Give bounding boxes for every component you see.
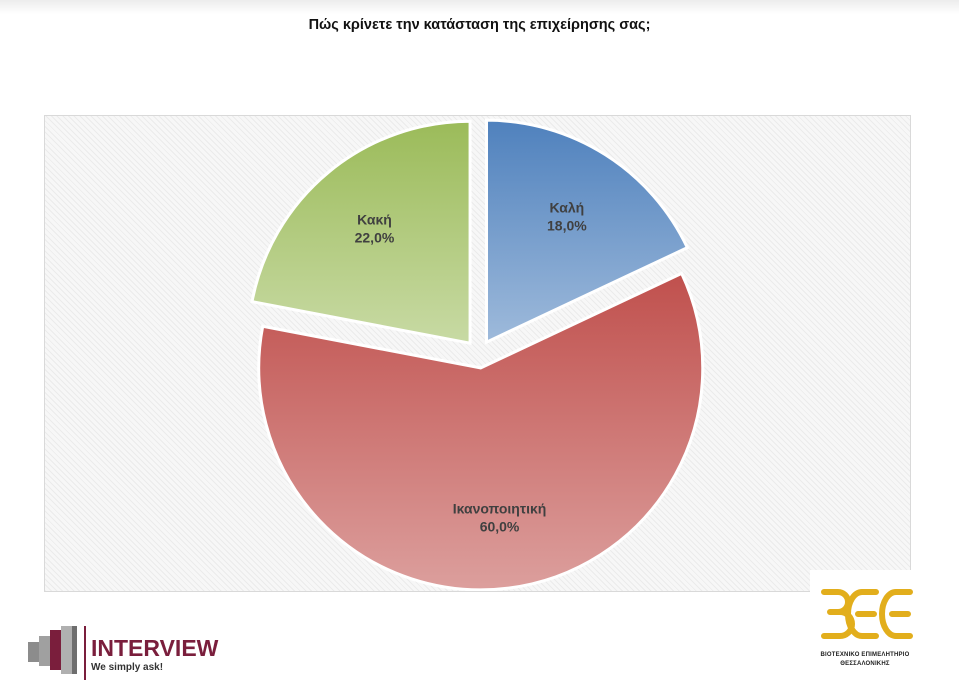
bee-logo-mark xyxy=(810,570,920,648)
chart-plot-area: Καλή 18,0% Ικανοποιητική 60,0% Κακή 22,0% xyxy=(44,115,911,592)
slice-value-label: 22,0% xyxy=(355,230,395,246)
pie-slice-3 xyxy=(250,119,472,346)
interview-name: INTERVIEW xyxy=(91,635,219,661)
interview-logo: INTERVIEW We simply ask! xyxy=(28,626,268,684)
bee-monogram-icon xyxy=(821,589,913,639)
chart-title: Πώς κρίνετε την κατάσταση της επιχείρηση… xyxy=(308,17,651,33)
slice-category-label: Καλή xyxy=(550,200,585,216)
bee-caption-line2: ΘΕΣΣΑΛΟΝΙΚΗΣ xyxy=(840,661,890,667)
slice-category-label: Κακή xyxy=(357,212,392,228)
slice-value-label: 18,0% xyxy=(547,218,587,234)
bee-logo: ΒΙΟΤΕΧΝΙΚΟ ΕΠΙΜΕΛΗΤΗΡΙΟ ΘΕΣΣΑΛΟΝΙΚΗΣ xyxy=(810,570,920,690)
pie-slice-1 xyxy=(485,118,690,345)
bar-chart-logo-icon xyxy=(28,626,77,674)
bee-caption-line1: ΒΙΟΤΕΧΝΙΚΟ ΕΠΙΜΕΛΗΤΗΡΙΟ xyxy=(820,652,910,658)
interview-logo-mark: INTERVIEW We simply ask! xyxy=(28,626,219,680)
slice-value-label: 60,0% xyxy=(480,519,520,535)
top-band xyxy=(0,0,959,14)
pie-slice-2 xyxy=(257,271,705,591)
slice-category-label: Ικανοποιητική xyxy=(453,501,547,517)
interview-tagline: We simply ask! xyxy=(91,662,163,673)
pie-chart: Καλή 18,0% Ικανοποιητική 60,0% Κακή 22,0% xyxy=(250,118,705,591)
